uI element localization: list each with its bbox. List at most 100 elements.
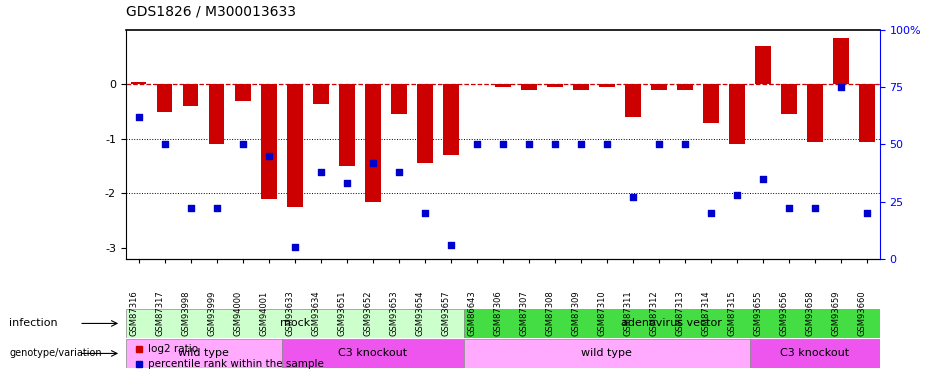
Point	[391, 169, 406, 175]
Text: mock: mock	[279, 318, 310, 328]
Text: GSM93998: GSM93998	[182, 290, 191, 336]
Text: GSM87315: GSM87315	[728, 290, 736, 336]
Bar	[755, 46, 771, 84]
Bar	[157, 84, 172, 112]
Point	[183, 206, 198, 212]
Bar	[235, 84, 250, 101]
Text: wild type: wild type	[178, 348, 229, 358]
Text: GSM93653: GSM93653	[390, 290, 398, 336]
Bar	[261, 84, 277, 199]
Bar	[417, 84, 433, 164]
Bar	[495, 84, 510, 87]
Bar	[464, 339, 749, 368]
Text: GSM87317: GSM87317	[155, 290, 165, 336]
Bar	[126, 339, 282, 368]
Legend: log2 ratio, percentile rank within the sample: log2 ratio, percentile rank within the s…	[131, 340, 328, 374]
Text: GSM87306: GSM87306	[493, 290, 503, 336]
Point	[807, 206, 822, 212]
Bar	[131, 82, 146, 84]
Point	[236, 141, 250, 147]
Text: GSM87307: GSM87307	[519, 290, 529, 336]
Text: GSM93651: GSM93651	[338, 290, 346, 336]
Point	[781, 206, 796, 212]
Bar	[282, 339, 464, 368]
Bar	[729, 84, 745, 144]
Text: GDS1826 / M300013633: GDS1826 / M300013633	[126, 5, 296, 19]
Point	[600, 141, 614, 147]
Bar	[546, 84, 562, 87]
Bar	[521, 84, 536, 90]
Text: GSM87311: GSM87311	[624, 290, 633, 336]
Point	[288, 244, 303, 250]
Text: adenovirus vector: adenovirus vector	[621, 318, 722, 328]
Text: GSM94001: GSM94001	[260, 290, 269, 336]
Bar	[443, 84, 459, 155]
Text: GSM93652: GSM93652	[364, 290, 372, 336]
Bar	[365, 84, 381, 201]
Point	[365, 160, 380, 166]
Text: GSM93657: GSM93657	[441, 290, 451, 336]
Point	[262, 153, 277, 159]
Bar	[749, 339, 880, 368]
Point	[833, 84, 848, 90]
Bar	[182, 84, 198, 106]
Text: GSM86643: GSM86643	[467, 290, 477, 336]
Point	[157, 141, 172, 147]
Text: GSM93659: GSM93659	[831, 290, 841, 336]
Text: GSM94000: GSM94000	[234, 290, 243, 336]
Text: GSM93634: GSM93634	[312, 290, 320, 336]
Point	[678, 141, 693, 147]
Text: genotype/variation: genotype/variation	[9, 348, 101, 358]
Point	[573, 141, 588, 147]
Bar	[209, 84, 224, 144]
Text: GSM93660: GSM93660	[857, 290, 867, 336]
Text: infection: infection	[9, 318, 58, 328]
Text: GSM93655: GSM93655	[754, 290, 762, 336]
Point	[443, 242, 458, 248]
Text: GSM87316: GSM87316	[129, 290, 139, 336]
Point	[703, 210, 718, 216]
Bar	[287, 84, 303, 207]
Text: GSM87310: GSM87310	[598, 290, 607, 336]
Bar	[807, 84, 823, 142]
Bar	[464, 309, 880, 338]
Point	[313, 169, 328, 175]
Text: GSM93656: GSM93656	[780, 290, 789, 336]
Bar	[651, 84, 667, 90]
Bar	[859, 84, 874, 142]
Point	[417, 210, 432, 216]
Text: GSM87309: GSM87309	[572, 290, 581, 336]
Bar	[781, 84, 797, 114]
Point	[469, 141, 484, 147]
Text: GSM93658: GSM93658	[806, 290, 815, 336]
Point	[495, 141, 510, 147]
Point	[131, 114, 146, 120]
Point	[339, 180, 354, 186]
Bar	[677, 84, 693, 90]
Text: C3 knockout: C3 knockout	[780, 348, 849, 358]
Text: C3 knockout: C3 knockout	[338, 348, 407, 358]
Point	[626, 194, 641, 200]
Point	[755, 176, 770, 182]
Bar	[126, 309, 464, 338]
Text: GSM93999: GSM93999	[208, 290, 217, 336]
Text: GSM87308: GSM87308	[546, 290, 555, 336]
Text: GSM87314: GSM87314	[702, 290, 710, 336]
Bar	[573, 84, 588, 90]
Text: GSM93633: GSM93633	[286, 290, 295, 336]
Point	[209, 206, 224, 212]
Bar	[599, 84, 614, 87]
Point	[547, 141, 562, 147]
Bar	[833, 38, 848, 84]
Bar	[625, 84, 641, 117]
Bar	[339, 84, 355, 166]
Bar	[313, 84, 329, 104]
Text: GSM93654: GSM93654	[416, 290, 425, 336]
Text: GSM87312: GSM87312	[650, 290, 659, 336]
Text: wild type: wild type	[581, 348, 632, 358]
Point	[652, 141, 667, 147]
Bar	[703, 84, 719, 123]
Point	[521, 141, 536, 147]
Bar	[391, 84, 407, 114]
Text: GSM87313: GSM87313	[676, 290, 685, 336]
